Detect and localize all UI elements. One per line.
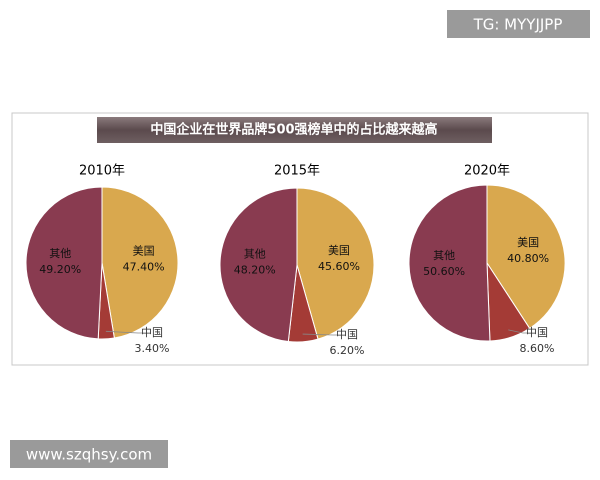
slice-name: 其他	[433, 249, 455, 262]
pie-slice	[408, 184, 491, 342]
leader-line	[508, 329, 527, 334]
data-label: 47.40%	[123, 261, 165, 274]
watermark-box	[447, 10, 590, 38]
leader-line	[105, 330, 142, 334]
pie-slice	[25, 186, 103, 340]
pie-slice	[101, 186, 179, 339]
pie-slice	[219, 187, 298, 343]
watermark: TG: MYYJJPP	[473, 16, 563, 34]
data-label: 3.40%	[135, 342, 170, 355]
slice-name: 美国	[328, 244, 350, 257]
slice-name: 中国	[526, 326, 548, 339]
data-label: 50.60%	[423, 265, 465, 278]
data-label: 40.80%	[507, 252, 549, 265]
data-label: 6.20%	[330, 344, 365, 357]
pie-slice	[296, 187, 375, 340]
slice-name: 美国	[517, 236, 539, 249]
slice-name: 其他	[244, 248, 266, 261]
slice-name: 其他	[49, 247, 71, 260]
slice-name: 中国	[141, 326, 163, 339]
pie-title: 2010年	[79, 164, 125, 179]
data-label: 48.20%	[234, 264, 276, 277]
watermark: www.szqhsy.com	[26, 446, 152, 464]
chart-title: 中国企业在世界品牌500强榜单中的占比越来越高	[150, 122, 437, 138]
slice-name: 美国	[133, 245, 155, 258]
data-label: 8.60%	[520, 342, 555, 355]
pie-title: 2020年	[464, 164, 510, 179]
data-label: 45.60%	[318, 260, 360, 273]
pie-title: 2015年	[274, 164, 320, 179]
leader-line	[302, 333, 337, 336]
data-label: 49.20%	[39, 263, 81, 276]
watermark-box	[10, 440, 168, 468]
title-bar	[97, 117, 492, 143]
slice-name: 中国	[336, 328, 358, 341]
